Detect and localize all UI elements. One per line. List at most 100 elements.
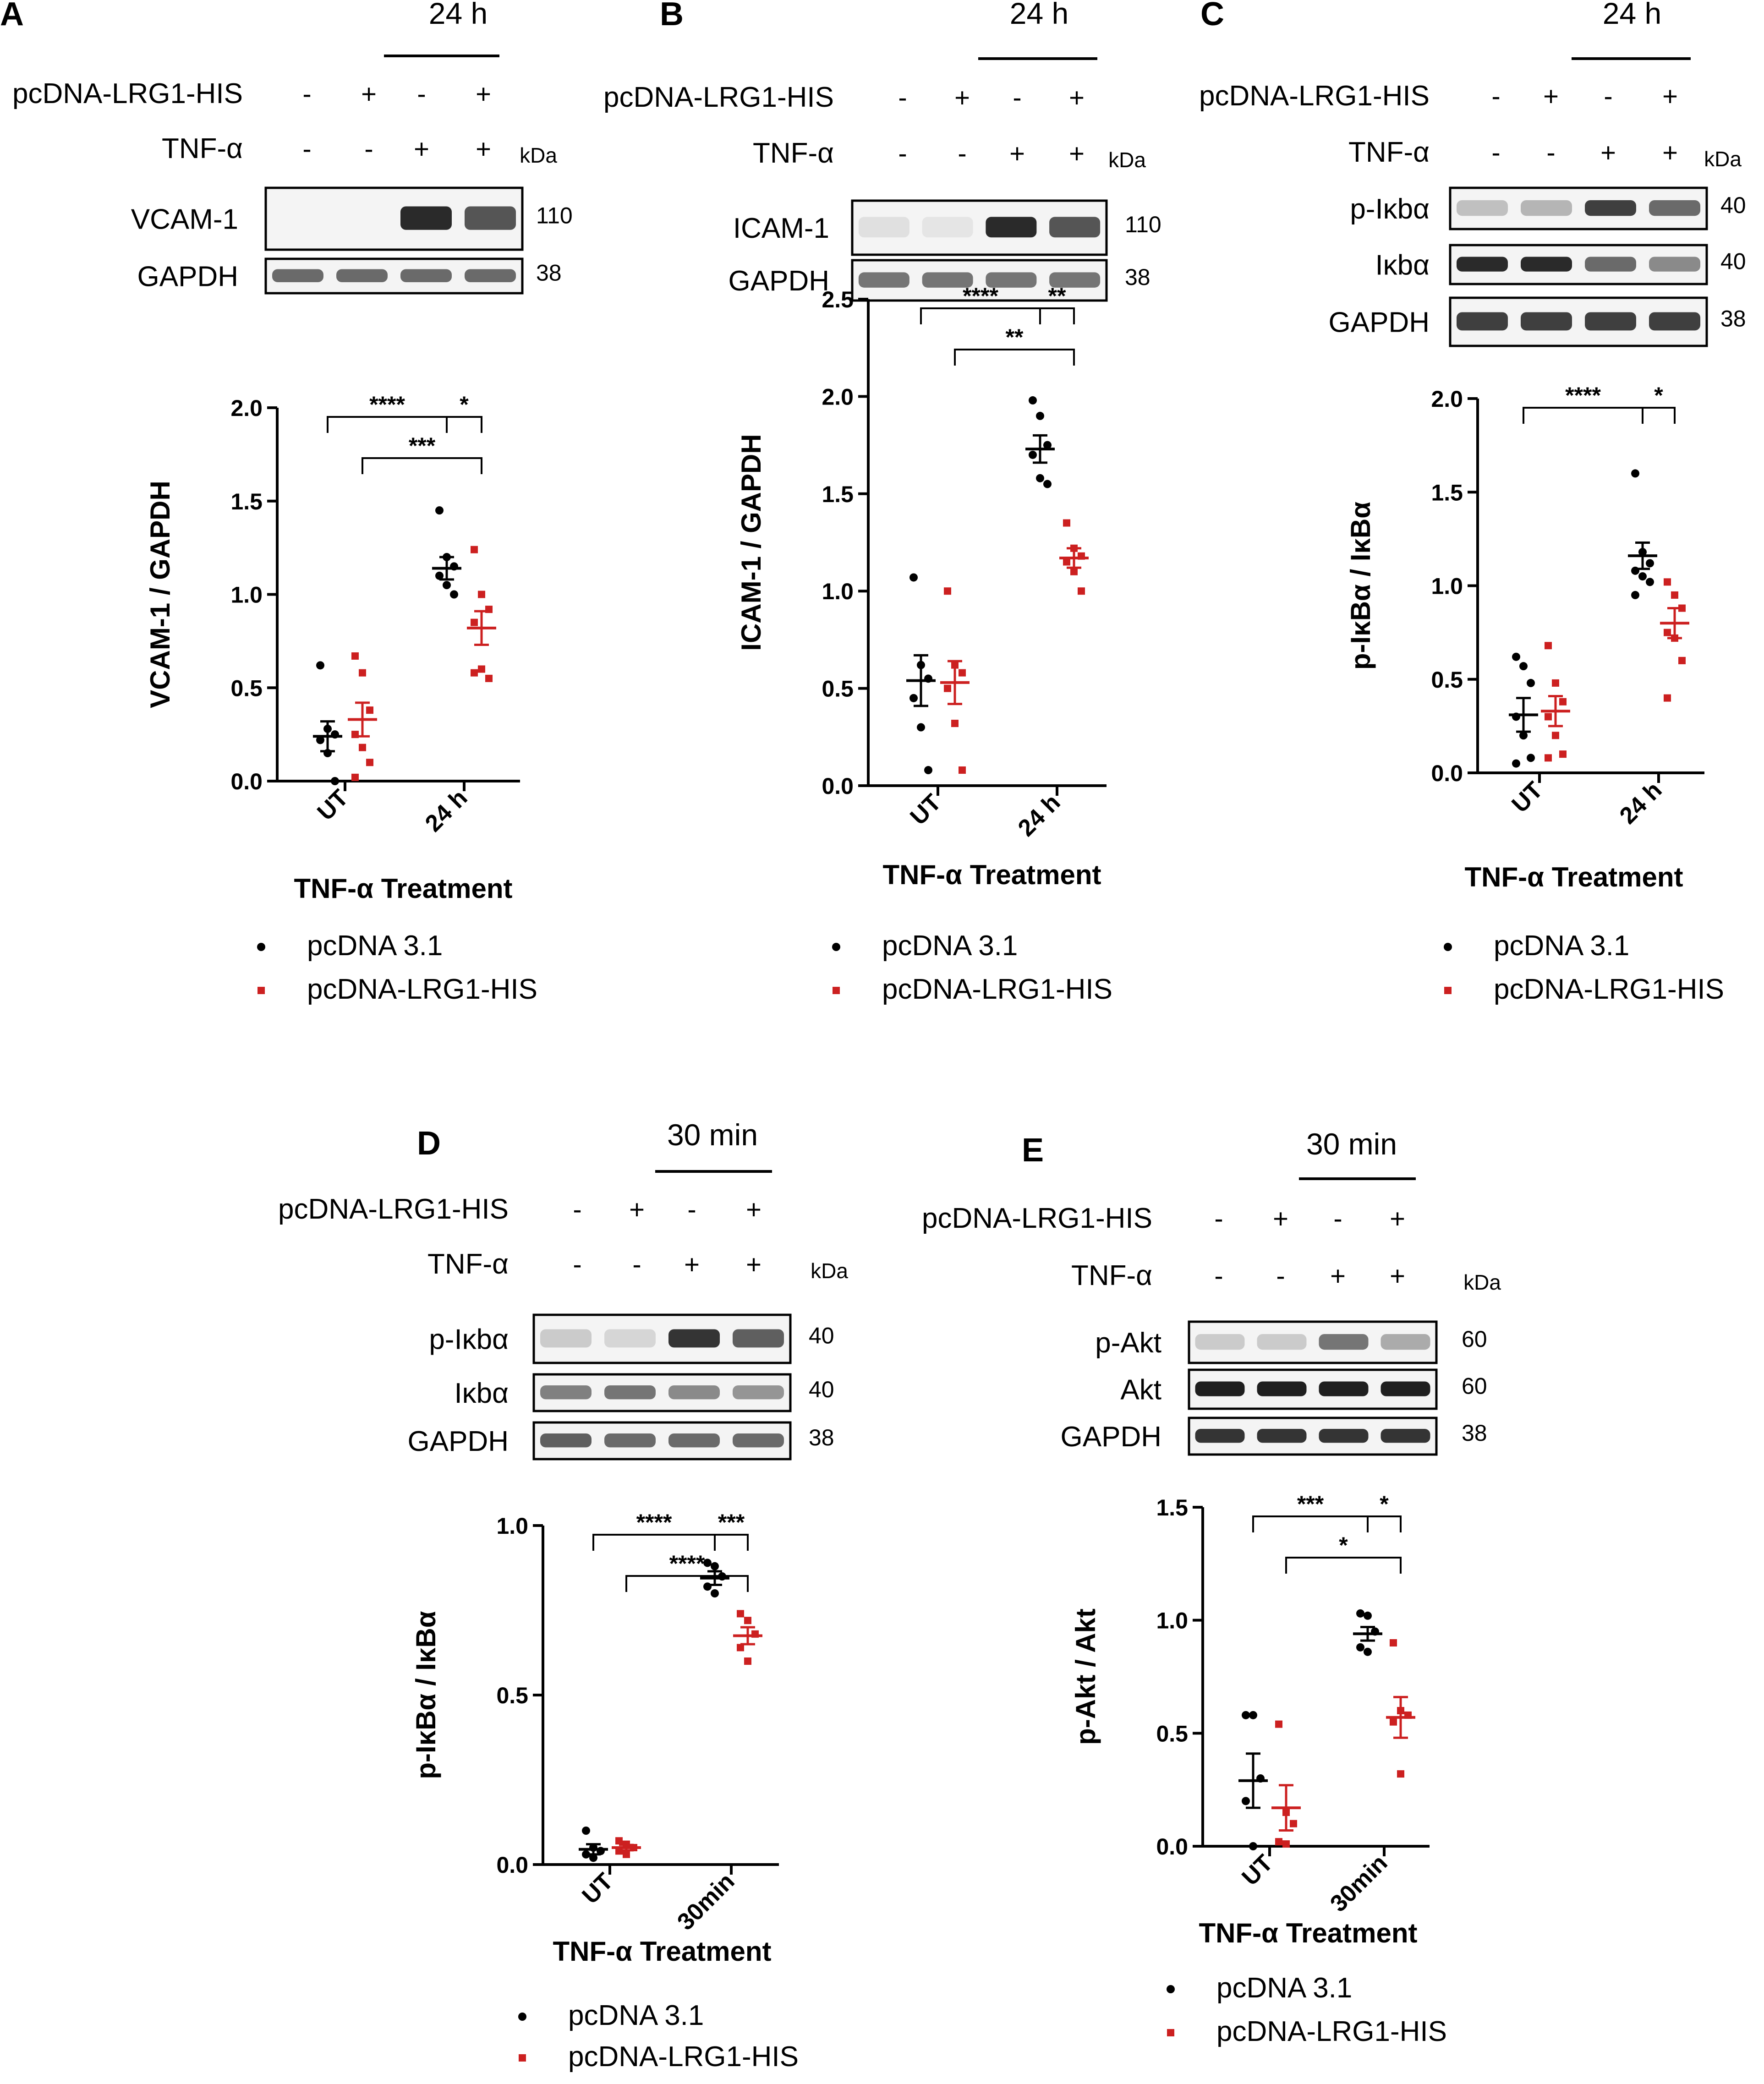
series-ctrl <box>1509 469 1657 768</box>
data-point <box>1671 591 1678 599</box>
bracket-line <box>1367 1515 1402 1532</box>
legend-marker-ctrl <box>832 943 840 951</box>
y-tick-label: 1.5 <box>1431 480 1463 505</box>
time-label: 30 min <box>1306 1127 1397 1161</box>
significance-label: **** <box>636 1510 672 1535</box>
data-point <box>1527 754 1535 762</box>
legend-marker-lrg <box>1444 987 1452 994</box>
data-point <box>711 1589 719 1597</box>
legend-marker-ctrl <box>1167 1985 1175 1993</box>
significance-label: **** <box>1565 383 1601 408</box>
lrg-sign: + <box>1069 83 1085 113</box>
lrg-row-label: pcDNA-LRG1-HIS <box>922 1203 1152 1234</box>
y-axis-label: VCAM-1 / GAPDH <box>145 481 175 708</box>
data-point <box>951 720 959 727</box>
blot-gapdh: GAPDH 38 <box>1061 1417 1487 1456</box>
blot-i-b-: Iκbα 40 <box>1375 244 1746 285</box>
significance-bracket: **** <box>1523 383 1643 424</box>
blot-gapdh: GAPDH 38 <box>137 257 562 295</box>
y-tick-label: 0.0 <box>230 769 263 794</box>
blot-i-b-: Iκbα 40 <box>454 1373 834 1412</box>
tnf-sign: - <box>1276 1261 1285 1291</box>
significance-label: * <box>1339 1532 1348 1558</box>
tnf-row-label: TNF-α <box>753 137 834 169</box>
lrg-sign: - <box>1491 82 1500 111</box>
data-point <box>485 674 493 682</box>
legend: pcDNA 3.1 pcDNA-LRG1-HIS <box>257 930 537 1005</box>
data-point <box>1043 480 1052 488</box>
series-ctrl <box>1238 1609 1382 1850</box>
kda-label: kDa <box>1108 148 1146 172</box>
legend-label-ctrl: pcDNA 3.1 <box>568 2000 704 2031</box>
bracket-line <box>714 1534 749 1551</box>
lrg-row-label: pcDNA-LRG1-HIS <box>1199 80 1430 112</box>
tnf-sign: + <box>1330 1261 1346 1291</box>
legend: pcDNA 3.1 pcDNA-LRG1-HIS <box>1167 1972 1447 2047</box>
y-tick-label: 0.0 <box>496 1852 528 1878</box>
tnf-sign: + <box>414 134 429 164</box>
band <box>400 206 452 230</box>
legend: pcDNA 3.1 pcDNA-LRG1-HIS <box>1444 930 1724 1005</box>
band <box>858 272 909 288</box>
data-point <box>1070 568 1078 575</box>
tnf-row-label: TNF-α <box>1348 137 1430 168</box>
y-tick-label: 1.5 <box>230 489 263 514</box>
x-axis-label: TNF-α Treatment <box>883 859 1101 890</box>
legend-marker-lrg <box>1167 2029 1174 2036</box>
y-tick-label: 1.5 <box>1156 1495 1188 1521</box>
kda-label: kDa <box>1463 1270 1501 1294</box>
bracket-line <box>327 416 448 433</box>
data-point <box>1519 731 1528 740</box>
data-point <box>366 706 373 714</box>
data-point <box>944 684 951 692</box>
blot-icam-1: ICAM-1 110 <box>733 199 1161 256</box>
data-point <box>435 506 444 515</box>
blot-frame <box>1449 186 1708 230</box>
lrg-sign: - <box>1604 82 1612 111</box>
data-point <box>1275 1720 1282 1728</box>
data-point <box>1275 1838 1282 1846</box>
legend-label-ctrl: pcDNA 3.1 <box>1216 1972 1352 2004</box>
data-point <box>1036 474 1044 482</box>
y-tick-label: 1.0 <box>496 1513 528 1539</box>
blot-gapdh: GAPDH 38 <box>408 1421 834 1460</box>
band <box>1585 200 1636 216</box>
legend: pcDNA 3.1 pcDNA-LRG1-HIS <box>832 930 1112 1005</box>
data-point <box>1063 558 1070 566</box>
data-point <box>478 665 485 673</box>
band <box>1521 257 1572 272</box>
data-point <box>589 1854 597 1862</box>
band <box>540 1433 592 1448</box>
lrg-sign: + <box>954 83 970 113</box>
legend-marker-ctrl <box>257 943 265 951</box>
data-point <box>744 1657 751 1665</box>
band <box>604 1433 656 1448</box>
band <box>1457 200 1508 216</box>
data-point <box>1646 578 1654 586</box>
data-point <box>1527 678 1535 687</box>
legend-label-ctrl: pcDNA 3.1 <box>882 930 1018 962</box>
y-tick-label: 0.0 <box>822 773 854 799</box>
band <box>1585 257 1636 272</box>
band <box>1257 1429 1307 1443</box>
panel-a: A 24 h pcDNA-LRG1-HIS TNF-α - + - + - - + + kDa VCAM-… <box>0 0 573 295</box>
lrg-row-label: pcDNA-LRG1-HIS <box>278 1193 509 1225</box>
band <box>986 217 1037 238</box>
data-point <box>1356 1609 1364 1618</box>
significance-bracket: *** <box>714 1510 749 1551</box>
kda-label: kDa <box>520 143 557 167</box>
y-axis-label: p-Akt / Akt <box>1070 1608 1101 1745</box>
data-point <box>1364 1611 1372 1620</box>
data-point <box>351 652 359 660</box>
data-point <box>1364 1647 1372 1656</box>
data-point <box>1545 713 1552 721</box>
band <box>272 269 323 282</box>
data-point <box>737 1610 744 1618</box>
band <box>922 217 973 238</box>
blot-label: p-Iκbα <box>1350 193 1430 225</box>
time-label: 24 h <box>1603 0 1661 30</box>
bracket-line <box>954 349 1075 366</box>
